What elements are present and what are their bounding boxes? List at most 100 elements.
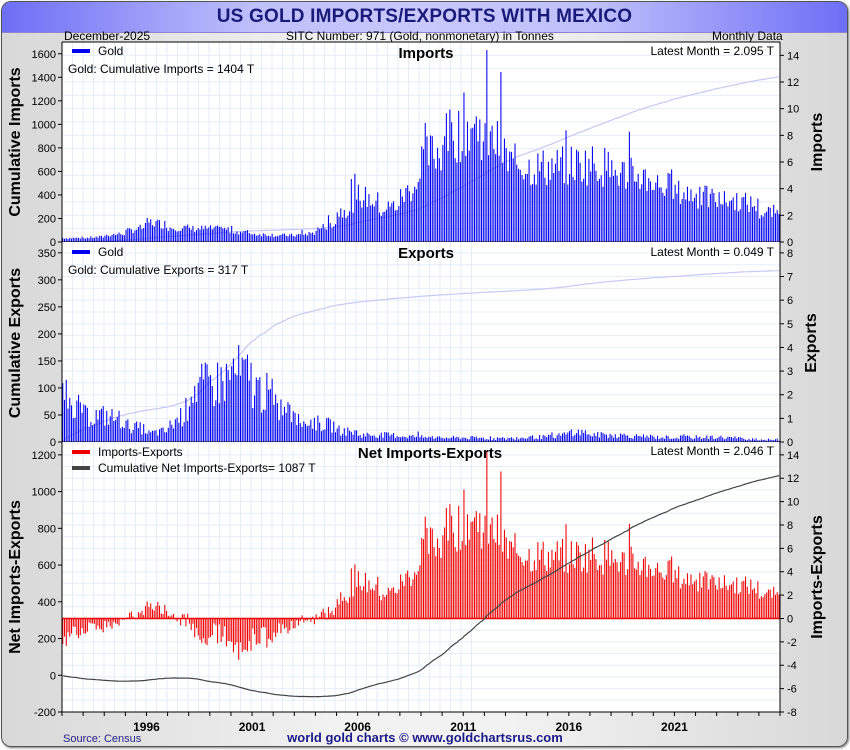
import-bar — [192, 225, 194, 242]
y-tick-label-right: -2 — [787, 637, 797, 649]
net-bar — [421, 537, 423, 619]
import-bar — [69, 237, 71, 242]
net-bar — [417, 571, 419, 619]
net-bar — [100, 618, 102, 630]
export-bar — [213, 406, 215, 442]
net-bar — [662, 577, 664, 619]
export-bar — [218, 403, 220, 442]
import-bar — [551, 158, 553, 242]
net-bar — [547, 551, 549, 619]
net-bar — [565, 524, 567, 619]
import-bar — [261, 236, 263, 242]
net-bar — [704, 571, 706, 619]
net-bar — [166, 610, 168, 619]
y-tick-label-right: 8 — [787, 520, 793, 532]
import-bar — [602, 186, 604, 242]
net-bar — [567, 572, 569, 619]
import-bar — [338, 216, 340, 242]
import-bar — [570, 146, 572, 242]
import-bar — [627, 182, 629, 242]
export-bar — [273, 404, 275, 442]
import-bar — [410, 201, 412, 242]
export-bar — [204, 362, 206, 442]
export-bar — [498, 437, 500, 442]
export-bar — [306, 426, 308, 442]
export-bar — [537, 439, 539, 442]
export-bar — [130, 433, 132, 442]
import-bar — [547, 161, 549, 242]
export-bar — [664, 438, 666, 442]
net-bar — [333, 614, 335, 619]
export-bar — [655, 438, 657, 442]
net-bar — [734, 593, 736, 619]
net-bar — [727, 589, 729, 619]
export-bar — [146, 433, 148, 442]
import-bar — [206, 228, 208, 242]
export-bar — [657, 435, 659, 442]
import-bar — [583, 178, 585, 242]
y-tick-label-right: 0 — [787, 613, 793, 625]
import-bar — [88, 238, 90, 242]
import-bar — [662, 192, 664, 242]
import-bar — [188, 227, 190, 242]
net-bar — [371, 588, 373, 619]
net-bar — [415, 574, 417, 619]
import-bar — [664, 195, 666, 242]
net-bar — [192, 618, 194, 624]
net-bar — [597, 569, 599, 619]
net-bar — [220, 618, 222, 643]
import-bar — [642, 169, 644, 242]
export-bar — [488, 439, 490, 442]
import-bar — [417, 181, 419, 242]
import-bar — [396, 209, 398, 242]
net-bar — [217, 618, 219, 644]
import-bar — [510, 151, 513, 242]
export-bar — [255, 377, 257, 442]
net-bar — [690, 574, 692, 619]
net-bar — [771, 597, 773, 619]
export-bar — [243, 359, 245, 442]
net-bar — [644, 556, 646, 619]
net-bar — [716, 589, 718, 619]
export-bar — [723, 439, 725, 442]
net-bar — [102, 618, 104, 633]
net-bar — [113, 618, 115, 622]
export-bar — [78, 394, 80, 442]
net-bar — [473, 517, 476, 619]
y-tick-label-left: -200 — [34, 707, 56, 719]
import-bar — [657, 175, 659, 242]
import-bar — [567, 184, 569, 242]
net-bar — [387, 587, 389, 619]
export-bar — [431, 436, 433, 442]
net-bar — [498, 544, 500, 619]
import-bar — [327, 215, 329, 242]
export-bar — [322, 429, 324, 442]
export-bar — [486, 439, 488, 442]
import-bar — [201, 225, 203, 242]
import-bar — [653, 190, 655, 242]
net-bar — [187, 613, 189, 619]
import-bar — [488, 155, 490, 242]
export-bar — [158, 429, 161, 442]
export-bar — [81, 412, 83, 442]
export-bar — [315, 430, 317, 442]
export-bar — [134, 423, 136, 442]
net-bar — [479, 513, 481, 619]
export-bar — [283, 406, 285, 442]
export-bar — [378, 435, 381, 442]
import-bar — [452, 140, 454, 242]
import-bar — [646, 190, 648, 242]
export-bar — [495, 439, 497, 442]
y-tick-label-right: 2 — [787, 390, 793, 402]
import-bar — [771, 217, 773, 242]
import-bar — [174, 230, 176, 242]
export-bar — [262, 409, 264, 442]
import-bar — [558, 170, 560, 242]
y-tick-label-right: 0 — [787, 437, 793, 449]
export-bar — [74, 417, 76, 442]
import-bar — [507, 171, 509, 242]
export-bar — [333, 421, 335, 442]
net-bar — [146, 601, 148, 619]
export-bar — [549, 434, 551, 442]
